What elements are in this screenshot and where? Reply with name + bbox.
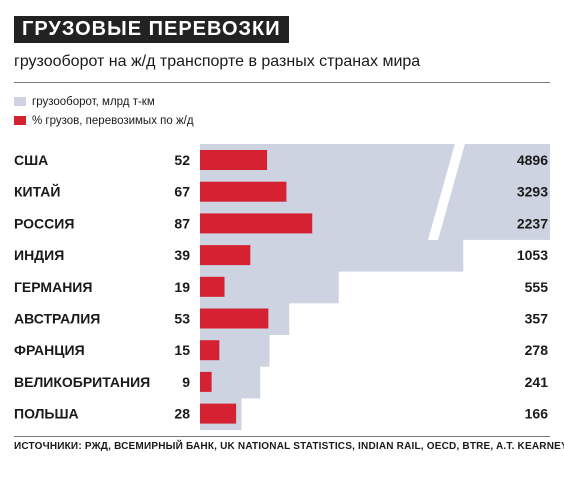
category-label: ФРАНЦИЯ xyxy=(14,342,85,358)
source-divider xyxy=(14,436,550,437)
turnover-value-label: 2237 xyxy=(517,215,548,231)
share-bar xyxy=(200,150,268,170)
turnover-value-label: 357 xyxy=(525,311,549,327)
category-label: АВСТРАЛИЯ xyxy=(14,311,100,327)
turnover-value-label: 555 xyxy=(525,279,549,295)
share-bar xyxy=(200,308,269,329)
turnover-value-label: 4896 xyxy=(517,152,548,168)
legend-label-turnover: грузооборот, млрд т-км xyxy=(32,96,155,108)
legend-swatch-share xyxy=(14,116,26,125)
category-label: США xyxy=(14,152,48,168)
axis-break-mark xyxy=(428,140,466,240)
share-value-label: 53 xyxy=(174,311,190,327)
share-value-label: 87 xyxy=(174,215,190,231)
share-bar xyxy=(200,276,225,297)
share-value-label: 28 xyxy=(174,406,190,422)
share-value-label: 52 xyxy=(174,152,190,168)
share-bar xyxy=(200,403,237,424)
source-note: ИСТОЧНИКИ: РЖД, ВСЕМИРНЫЙ БАНК, UK NATIO… xyxy=(14,441,564,452)
chart-title: ГРУЗОВЫЕ ПЕРЕВОЗКИ xyxy=(14,16,289,43)
share-value-label: 39 xyxy=(174,247,190,263)
turnover-value-label: 241 xyxy=(525,374,549,390)
category-label: КИТАЙ xyxy=(14,183,60,200)
share-bar xyxy=(200,245,251,266)
turnover-value-label: 278 xyxy=(525,342,549,358)
legend-swatch-turnover xyxy=(14,97,26,106)
share-value-label: 15 xyxy=(174,342,190,358)
legend-label-share: % грузов, перевозимых по ж/д xyxy=(32,115,194,127)
turnover-value-label: 3293 xyxy=(517,184,548,200)
category-label: ПОЛЬША xyxy=(14,406,79,422)
category-label: ВЕЛИКОБРИТАНИЯ xyxy=(14,374,150,390)
share-bar xyxy=(200,181,287,202)
category-label: ГЕРМАНИЯ xyxy=(14,279,92,295)
turnover-value-label: 1053 xyxy=(517,247,548,263)
share-bar xyxy=(200,213,313,234)
share-bar xyxy=(200,371,212,392)
share-value-label: 9 xyxy=(182,374,190,390)
turnover-value-label: 166 xyxy=(525,406,549,422)
share-value-label: 19 xyxy=(174,279,190,295)
category-label: РОССИЯ xyxy=(14,215,74,231)
chart-subtitle: грузооборот на ж/д транспорте в разных с… xyxy=(14,53,421,70)
share-bar xyxy=(200,340,220,361)
subtitle-divider xyxy=(14,82,550,83)
category-label: ИНДИЯ xyxy=(14,247,64,263)
share-value-label: 67 xyxy=(174,184,190,200)
